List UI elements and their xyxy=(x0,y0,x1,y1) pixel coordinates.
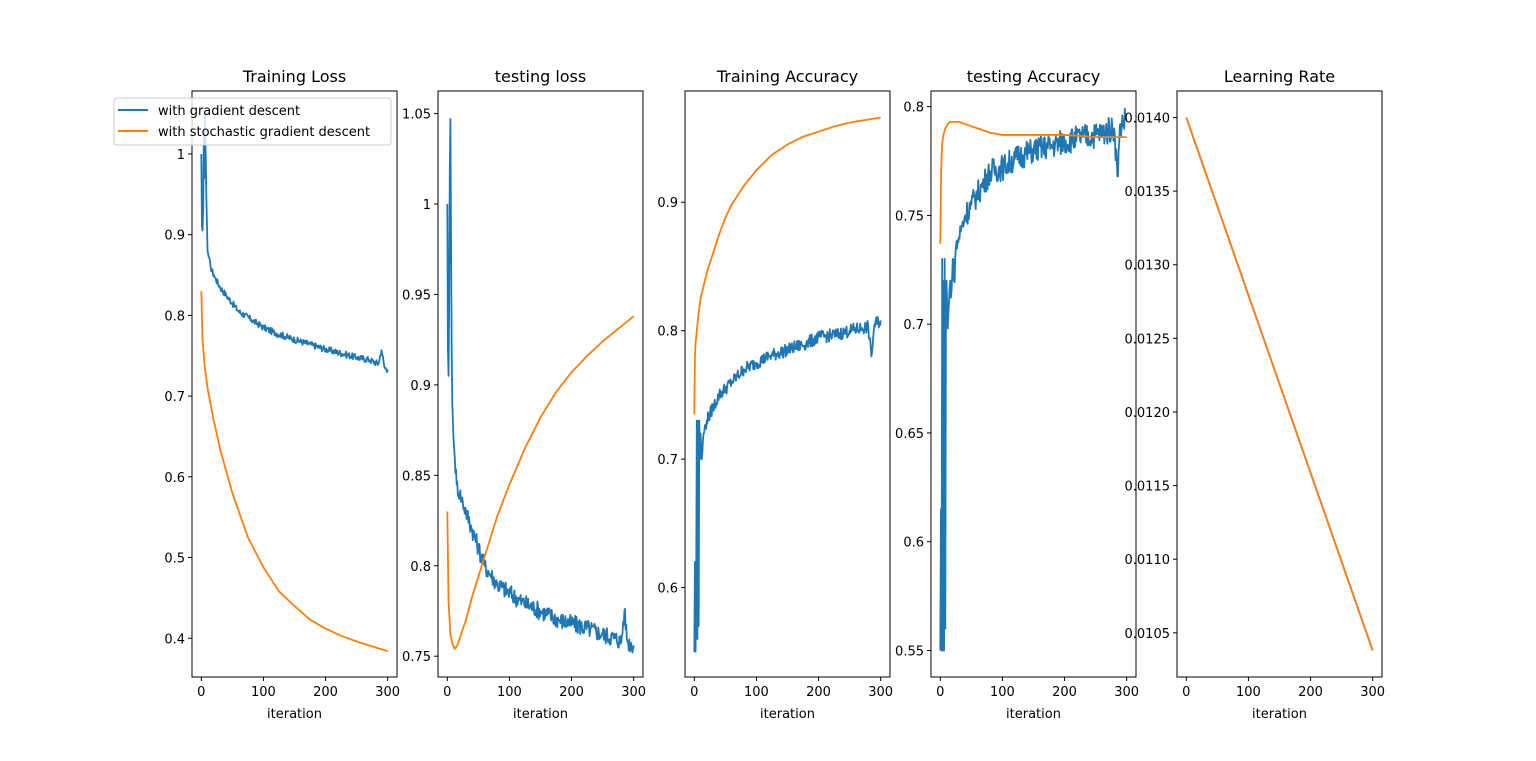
y-tick-label: 0.9 xyxy=(410,379,431,394)
y-tick-label: 0.8 xyxy=(903,101,924,116)
y-tick-label: 0.0130 xyxy=(1125,259,1171,274)
y-tick-label: 1 xyxy=(177,148,185,163)
y-tick-label: 0.9 xyxy=(657,196,678,211)
x-tick-label: 0 xyxy=(197,685,205,700)
series-line-sgd xyxy=(693,116,881,415)
x-tick-label: 300 xyxy=(1360,685,1385,700)
chart-panel: 0 100 200 300 0.6 0.7 0.8 0.9 Training Accuracy i… xyxy=(657,67,893,722)
x-tick-label: 0 xyxy=(690,685,698,700)
x-tick-label: 300 xyxy=(1114,685,1139,700)
y-tick-label: 0.7 xyxy=(657,453,678,468)
x-tick-label: 100 xyxy=(251,685,276,700)
x-axis-label: iteration xyxy=(513,707,568,722)
legend-frame xyxy=(113,97,392,146)
y-tick-label: 0.9 xyxy=(164,229,185,244)
series-line-gd xyxy=(446,118,635,654)
chart-panel: 0 100 200 300 0.0105 0.0110 0.0115 0.0120 0.0125… xyxy=(1125,67,1386,722)
y-tick-label: 0.0105 xyxy=(1125,627,1171,642)
series-line-gd xyxy=(939,107,1127,652)
x-tick-label: 100 xyxy=(744,685,769,700)
y-tick-label: 1 xyxy=(423,198,431,213)
y-tick-label: 0.0125 xyxy=(1125,332,1171,347)
y-tick-label: 0.6 xyxy=(903,536,924,551)
y-tick-label: 0.85 xyxy=(402,469,431,484)
legend-label-sgd: with stochastic gradient descent xyxy=(158,125,370,140)
y-tick-label: 0.55 xyxy=(895,644,924,659)
y-tick-label: 0.8 xyxy=(410,560,431,575)
series-line-sgd xyxy=(1185,117,1374,651)
x-tick-label: 100 xyxy=(990,685,1015,700)
y-tick-label: 0.75 xyxy=(402,650,431,665)
x-tick-label: 300 xyxy=(868,685,893,700)
x-tick-label: 200 xyxy=(559,685,584,700)
x-tick-label: 0 xyxy=(1182,685,1190,700)
x-tick-label: 200 xyxy=(1298,685,1323,700)
y-tick-label: 0.0120 xyxy=(1125,406,1171,421)
series-line-gd xyxy=(200,112,389,374)
axes-frame xyxy=(1176,90,1383,678)
y-tick-label: 0.7 xyxy=(164,390,185,405)
y-tick-label: 0.8 xyxy=(164,309,185,324)
x-tick-label: 100 xyxy=(497,685,522,700)
x-tick-label: 200 xyxy=(313,685,338,700)
y-tick-label: 1.05 xyxy=(402,108,431,123)
panel-title: testing loss xyxy=(495,67,586,86)
y-tick-label: 0.6 xyxy=(657,582,678,597)
series-line-gd xyxy=(693,315,882,653)
panel-title: Training Loss xyxy=(242,67,346,86)
x-axis-label: iteration xyxy=(760,707,815,722)
legend: with gradient descent with stochastic gr… xyxy=(113,97,392,146)
x-tick-label: 200 xyxy=(1052,685,1077,700)
y-tick-label: 0.4 xyxy=(164,632,185,647)
panel-title: testing Accuracy xyxy=(967,67,1101,86)
series-line-sgd xyxy=(446,315,635,650)
y-tick-label: 0.0135 xyxy=(1125,185,1171,200)
x-tick-label: 300 xyxy=(621,685,646,700)
x-axis-label: iteration xyxy=(267,707,322,722)
series-line-sgd xyxy=(200,291,388,653)
axes-frame xyxy=(930,90,1137,678)
y-tick-label: 0.5 xyxy=(164,552,185,567)
y-tick-label: 0.65 xyxy=(895,427,924,442)
x-tick-label: 0 xyxy=(936,685,944,700)
panel-title: Training Accuracy xyxy=(716,67,858,86)
y-tick-label: 0.6 xyxy=(164,471,185,486)
y-tick-label: 0.8 xyxy=(657,325,678,340)
chart-panel: 0 100 200 300 0.55 0.6 0.65 0.7 0.75 0.8 testing A… xyxy=(895,67,1139,722)
series-line-sgd xyxy=(939,120,1127,244)
x-tick-label: 0 xyxy=(443,685,451,700)
panel-title: Learning Rate xyxy=(1224,67,1335,86)
y-tick-label: 0.0140 xyxy=(1125,112,1171,127)
y-tick-label: 0.75 xyxy=(895,209,924,224)
x-tick-label: 300 xyxy=(375,685,400,700)
chart-panel: 0 100 200 300 0.4 0.5 0.6 0.7 0.8 0.9 1 Training Lo… xyxy=(164,67,400,722)
axes-frame xyxy=(437,90,644,678)
y-tick-label: 0.7 xyxy=(903,318,924,333)
y-tick-label: 0.0110 xyxy=(1125,553,1171,568)
x-tick-label: 200 xyxy=(806,685,831,700)
axes-frame xyxy=(684,90,891,678)
y-tick-label: 0.95 xyxy=(402,288,431,303)
legend-label-gd: with gradient descent xyxy=(158,104,300,119)
y-tick-label: 0.0115 xyxy=(1125,480,1171,495)
x-tick-label: 100 xyxy=(1236,685,1261,700)
x-axis-label: iteration xyxy=(1006,707,1061,722)
axes-frame xyxy=(191,90,398,678)
x-axis-label: iteration xyxy=(1252,707,1307,722)
chart-panel: 0 100 200 300 0.75 0.8 0.85 0.9 0.95 1 1.05 testing… xyxy=(402,67,646,722)
